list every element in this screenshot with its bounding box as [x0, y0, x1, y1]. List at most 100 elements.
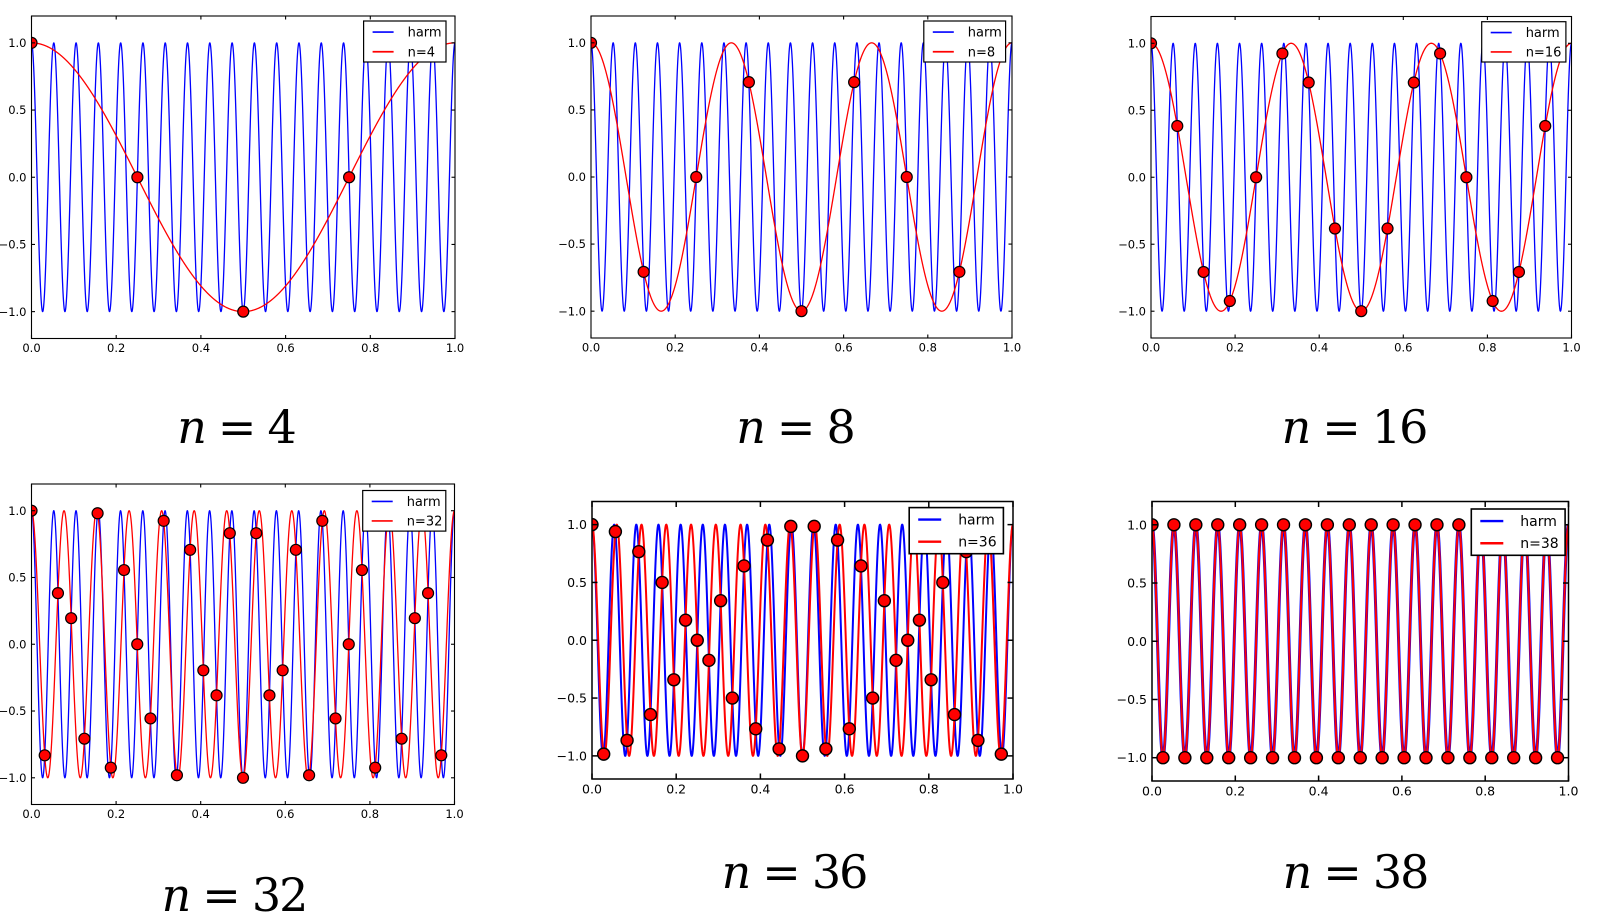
y-tick-label: 1.0 — [1128, 36, 1146, 50]
sample-dot — [742, 76, 755, 89]
y-tick-label: −0.5 — [0, 704, 27, 718]
legend-label: harm — [968, 26, 1002, 41]
x-tick-label: 0.0 — [1142, 341, 1160, 355]
x-tick-label: 0.8 — [919, 341, 937, 355]
sample-dot — [1331, 751, 1346, 765]
y-tick-labels-n32: 1.0 0.5 0.0 −0.5 −1.0 — [0, 504, 27, 785]
x-tick-label: 1.0 — [1003, 781, 1023, 796]
sample-dot — [637, 265, 650, 278]
x-tick-label: 0.2 — [107, 807, 125, 821]
caption-variable: n — [736, 400, 766, 454]
sample-dot — [250, 527, 263, 540]
ticks-n8 — [590, 16, 1013, 338]
legend-label: harm — [958, 512, 995, 528]
sample-dot — [210, 689, 223, 702]
sample-dot — [1364, 518, 1378, 532]
sample-dot — [971, 733, 985, 748]
sample-dot — [1397, 751, 1411, 765]
sample-dot — [865, 691, 880, 705]
sample-dot — [1433, 47, 1447, 60]
sample-dot — [1375, 751, 1389, 765]
sample-dot — [830, 533, 845, 547]
sample-dot — [608, 524, 623, 539]
sample-dot — [1254, 518, 1269, 532]
x-tick-label: 0.4 — [750, 341, 768, 355]
caption-n38: n = 38 — [1283, 849, 1430, 895]
caption-n36: n = 36 — [722, 849, 869, 895]
sample-dot — [1232, 518, 1247, 532]
x-tick-label: 0.8 — [361, 807, 379, 821]
x-tick-label: 0.6 — [276, 807, 294, 821]
y-tick-label: −1.0 — [1117, 750, 1147, 765]
sample-dot — [223, 527, 236, 540]
sample-dot — [807, 519, 821, 534]
sample-dot — [725, 691, 740, 705]
caption-equals: = — [776, 400, 816, 454]
legend-label: harm — [408, 26, 442, 41]
sample-dot — [772, 742, 786, 756]
sample-dot — [1460, 171, 1473, 184]
axes-background — [31, 484, 455, 805]
chart-n16: 0.0 0.2 0.4 0.6 0.8 1.0 1.0 0.5 0.0 −0.5 −1.0 harm n… — [1118, 15, 1581, 355]
chart-n32: 0.0 0.2 0.4 0.6 0.8 1.0 1.0 0.5 0.0 −0.5 −1.0 harm n… — [0, 483, 464, 821]
sample-dot — [819, 742, 833, 756]
sample-dot — [1276, 518, 1291, 532]
sample-dot — [749, 722, 763, 736]
legend-n36: harm n=36 — [908, 506, 1005, 555]
x-tick-label: 0.6 — [1394, 341, 1412, 355]
legend-n4: harm n=4 — [363, 20, 447, 63]
sample-dot — [1200, 751, 1214, 765]
x-tick-label: 0.0 — [1142, 783, 1162, 798]
y-tick-label: 1.0 — [8, 36, 26, 50]
sample-dot — [842, 722, 856, 736]
sample-dot — [38, 749, 51, 762]
caption-equals: = — [1323, 845, 1362, 899]
sample-points-n36 — [592, 517, 1009, 763]
x-tick-label: 1.0 — [1562, 341, 1580, 355]
x-tick-label: 0.6 — [1392, 783, 1412, 798]
y-tick-label: −0.5 — [1118, 237, 1146, 251]
sample-dot — [1430, 518, 1444, 532]
x-tick-label: 1.0 — [1559, 783, 1579, 798]
x-tick-label: 0.6 — [835, 781, 855, 796]
y-tick-label: 0.5 — [8, 103, 26, 117]
x-tick-labels-n36: 0.0 0.2 0.4 0.6 0.8 1.0 — [582, 781, 1023, 796]
ticks-n32 — [30, 484, 456, 805]
sample-dot — [1171, 119, 1184, 133]
sample-dot — [1528, 751, 1543, 765]
legend-label: n=36 — [958, 535, 997, 551]
caption-variable: n — [177, 400, 207, 454]
x-tick-label: 0.6 — [276, 341, 294, 355]
sample-dot — [1243, 751, 1258, 765]
sample-dot — [117, 563, 131, 577]
sample-dot — [1189, 518, 1203, 532]
x-tick-label: 0.8 — [1475, 783, 1495, 798]
sample-dot — [369, 761, 382, 774]
sample-dot — [342, 638, 355, 651]
y-tick-label: 1.0 — [568, 36, 586, 50]
sample-dot — [1512, 265, 1526, 279]
sample-dot — [316, 514, 329, 527]
caption-n32: n = 32 — [162, 872, 309, 918]
sample-dot — [632, 544, 646, 559]
x-tick-label: 0.2 — [1225, 783, 1245, 798]
sample-dot — [184, 543, 197, 556]
x-tick-label: 0.0 — [22, 341, 40, 355]
x-tick-labels-n16: 0.0 0.2 0.4 0.6 0.8 1.0 — [1142, 341, 1581, 355]
x-tick-label: 0.6 — [834, 341, 852, 355]
y-tick-label: −1.0 — [557, 748, 587, 763]
x-tick-label: 1.0 — [446, 341, 464, 355]
sample-dot — [144, 712, 157, 725]
sample-dot — [1407, 76, 1420, 89]
sample-dot — [1342, 518, 1356, 532]
ticks-n16 — [1150, 16, 1573, 338]
y-tick-label: 1.0 — [567, 517, 587, 532]
axes-background — [31, 16, 455, 339]
sample-dot — [1485, 751, 1499, 765]
y-tick-label: 1.0 — [8, 504, 26, 518]
y-tick-labels-n8: 1.0 0.5 0.0 −0.5 −1.0 — [558, 36, 586, 318]
caption-value: 8 — [826, 400, 855, 454]
x-tick-label: 1.0 — [1003, 341, 1021, 355]
y-tick-label: −1.0 — [1118, 304, 1146, 318]
caption-equals: = — [217, 400, 257, 454]
